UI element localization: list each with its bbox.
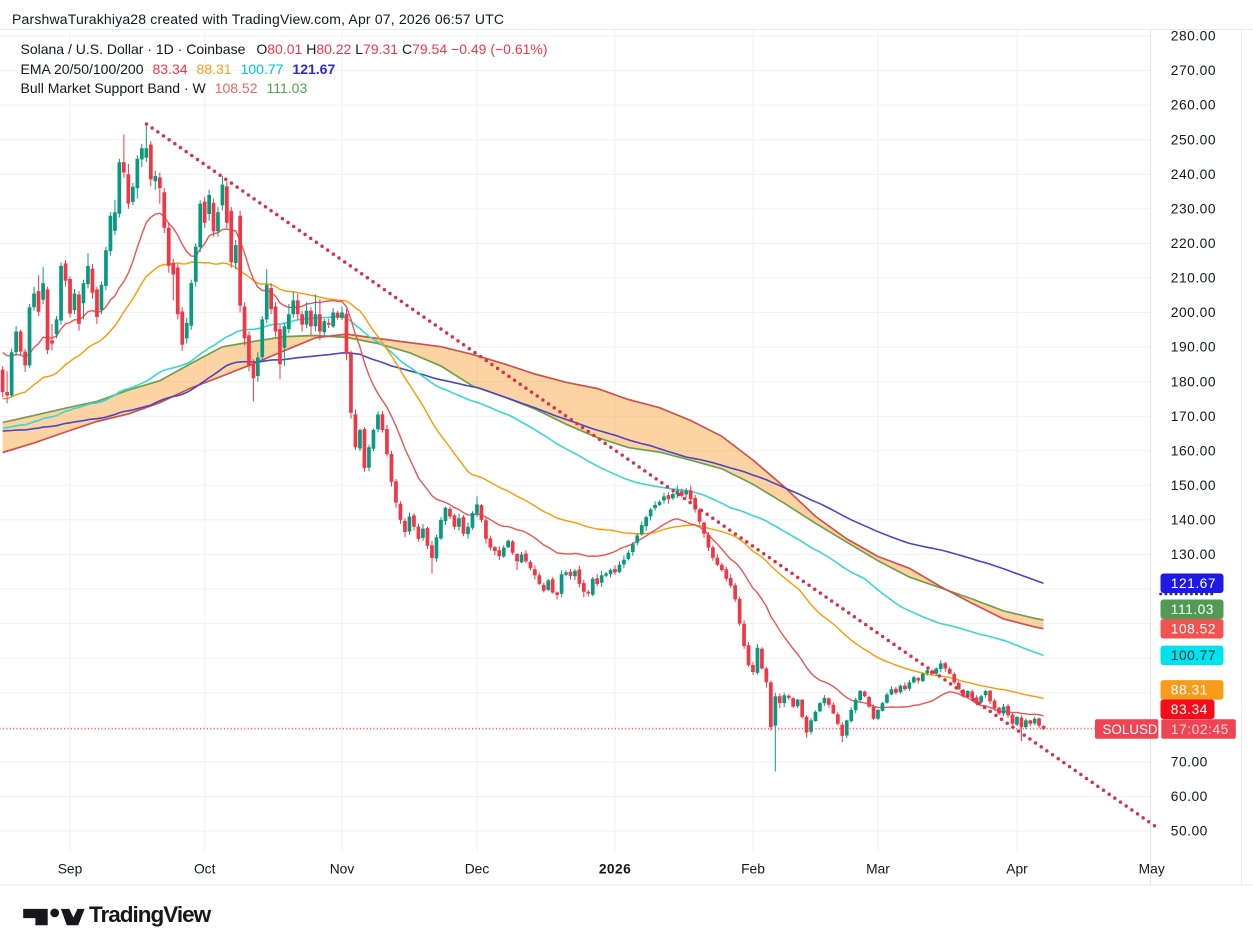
svg-text:230.00: 230.00 [1171,201,1216,216]
svg-text:130.00: 130.00 [1171,547,1216,562]
svg-text:240.00: 240.00 [1171,167,1216,182]
svg-text:280.00: 280.00 [1171,29,1216,44]
svg-text:100.77: 100.77 [1171,648,1216,663]
svg-text:70.00: 70.00 [1171,755,1208,770]
svg-text:111.03: 111.03 [1171,602,1214,617]
svg-text:60.00: 60.00 [1171,789,1208,804]
svg-text:2026: 2026 [599,862,631,877]
svg-text:Nov: Nov [330,862,355,877]
svg-text:17:02:45: 17:02:45 [1171,722,1229,737]
svg-text:180.00: 180.00 [1171,374,1216,389]
svg-text:Sep: Sep [58,862,83,877]
svg-text:210.00: 210.00 [1171,271,1216,286]
svg-text:Dec: Dec [465,862,490,877]
svg-text:140.00: 140.00 [1171,513,1216,528]
svg-text:Apr: Apr [1006,862,1028,877]
svg-text:Feb: Feb [741,862,765,877]
svg-text:108.52: 108.52 [1171,621,1216,636]
svg-text:50.00: 50.00 [1171,824,1208,839]
svg-text:200.00: 200.00 [1171,305,1216,320]
svg-text:83.34: 83.34 [1171,702,1208,717]
svg-text:Oct: Oct [194,862,216,877]
svg-text:May: May [1139,862,1165,877]
svg-text:250.00: 250.00 [1171,132,1216,147]
svg-text:270.00: 270.00 [1171,63,1216,78]
svg-text:150.00: 150.00 [1171,478,1216,493]
svg-text:160.00: 160.00 [1171,443,1216,458]
svg-text:88.31: 88.31 [1171,683,1208,698]
svg-text:Mar: Mar [866,862,890,877]
svg-text:SOLUSD: SOLUSD [1103,722,1158,737]
svg-text:220.00: 220.00 [1171,236,1216,251]
svg-text:121.67: 121.67 [1171,576,1216,591]
svg-text:190.00: 190.00 [1171,340,1216,355]
svg-text:170.00: 170.00 [1171,409,1216,424]
svg-text:260.00: 260.00 [1171,98,1216,113]
